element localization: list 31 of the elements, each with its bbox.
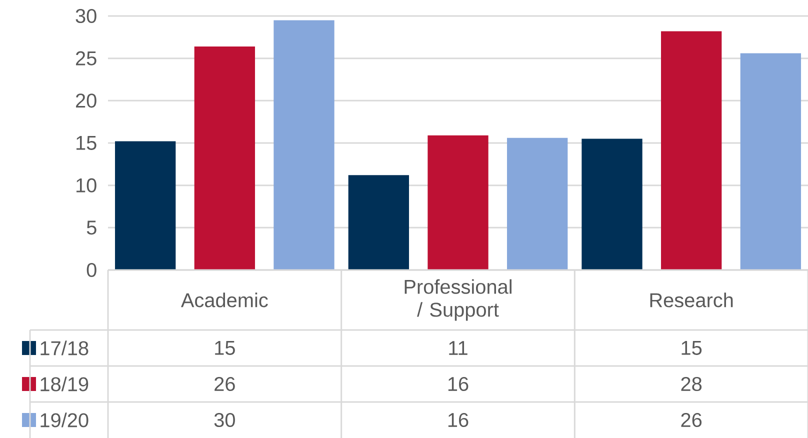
bar [661, 31, 722, 270]
y-tick-label: 15 [76, 136, 96, 150]
data-label: 28 [681, 376, 702, 392]
x-tick-label: Research [650, 292, 733, 308]
x-tick-label: Professional / Support [404, 279, 512, 321]
data-label: 30 [214, 412, 235, 428]
data-label: 16 [448, 412, 468, 428]
y-tick-label: 30 [76, 8, 96, 24]
y-tick-label: 0 [86, 262, 96, 278]
legend-label: 18/19 [40, 376, 88, 392]
data-label: 26 [681, 412, 702, 428]
bar [582, 138, 642, 270]
bar [194, 46, 256, 270]
y-tick-label: 5 [86, 220, 96, 235]
y-tick-label: 10 [76, 178, 96, 192]
legend-label: 19/20 [40, 412, 88, 428]
data-label: 15 [682, 341, 702, 355]
bar [348, 175, 410, 270]
bar [428, 135, 488, 270]
data-label: 15 [215, 341, 235, 355]
bar [274, 20, 334, 270]
y-tick-label: 25 [76, 51, 96, 66]
bar [507, 138, 568, 270]
bar [115, 141, 176, 270]
data-label: 11 [449, 341, 468, 355]
legend-label: 17/18 [40, 340, 88, 356]
data-label: 16 [448, 376, 468, 392]
data-label: 26 [214, 376, 235, 392]
x-tick-label: Academic [180, 292, 268, 308]
y-tick-label: 20 [76, 94, 96, 108]
bar [740, 53, 802, 270]
